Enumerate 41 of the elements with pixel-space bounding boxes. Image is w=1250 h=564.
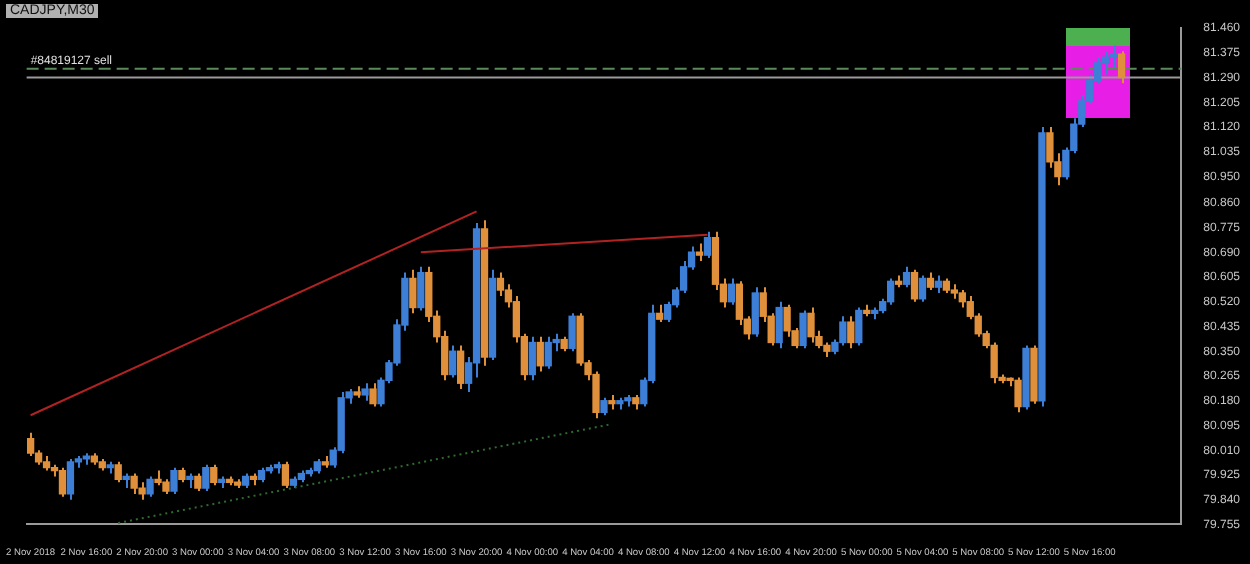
- candlestick: [170, 466, 178, 495]
- candlestick: [1101, 50, 1110, 76]
- candlestick: [536, 335, 544, 373]
- candlestick: [449, 344, 457, 379]
- candlestick: [456, 344, 465, 391]
- candlestick: [839, 315, 847, 347]
- candlestick: [735, 280, 743, 327]
- candlestick: [130, 472, 138, 495]
- candlestick: [1117, 50, 1126, 85]
- candlestick: [1014, 376, 1022, 414]
- candlestick: [1109, 44, 1118, 70]
- candlestick: [409, 268, 417, 315]
- candlestick: [727, 277, 736, 306]
- candlestick: [528, 335, 536, 382]
- candlestick: [26, 431, 35, 458]
- candlestick: [146, 475, 154, 498]
- candlestick: [417, 265, 425, 312]
- candlestick: [918, 274, 927, 303]
- candlestick: [369, 382, 377, 408]
- candlestick: [66, 457, 75, 501]
- candlestick: [544, 335, 552, 370]
- candlestick: [775, 300, 783, 350]
- candlestick: [886, 277, 895, 306]
- candlestick: [58, 466, 67, 498]
- candlestick: [910, 268, 919, 303]
- candlestick: [202, 463, 210, 492]
- candlestick: [855, 306, 863, 347]
- candlestick: [807, 306, 815, 344]
- candlestick: [847, 315, 855, 350]
- candlestick: [783, 303, 791, 338]
- candlestick: [496, 271, 505, 297]
- candlestick: [1046, 126, 1054, 169]
- candlestick: [114, 460, 122, 484]
- candlestick: [902, 265, 911, 289]
- candlestick: [576, 312, 584, 367]
- candlestick: [703, 230, 712, 260]
- candlestick: [799, 309, 807, 350]
- candlestick: [751, 286, 759, 338]
- candlestick: [281, 460, 290, 490]
- candlestick: [210, 463, 218, 487]
- candlestick: [568, 312, 576, 353]
